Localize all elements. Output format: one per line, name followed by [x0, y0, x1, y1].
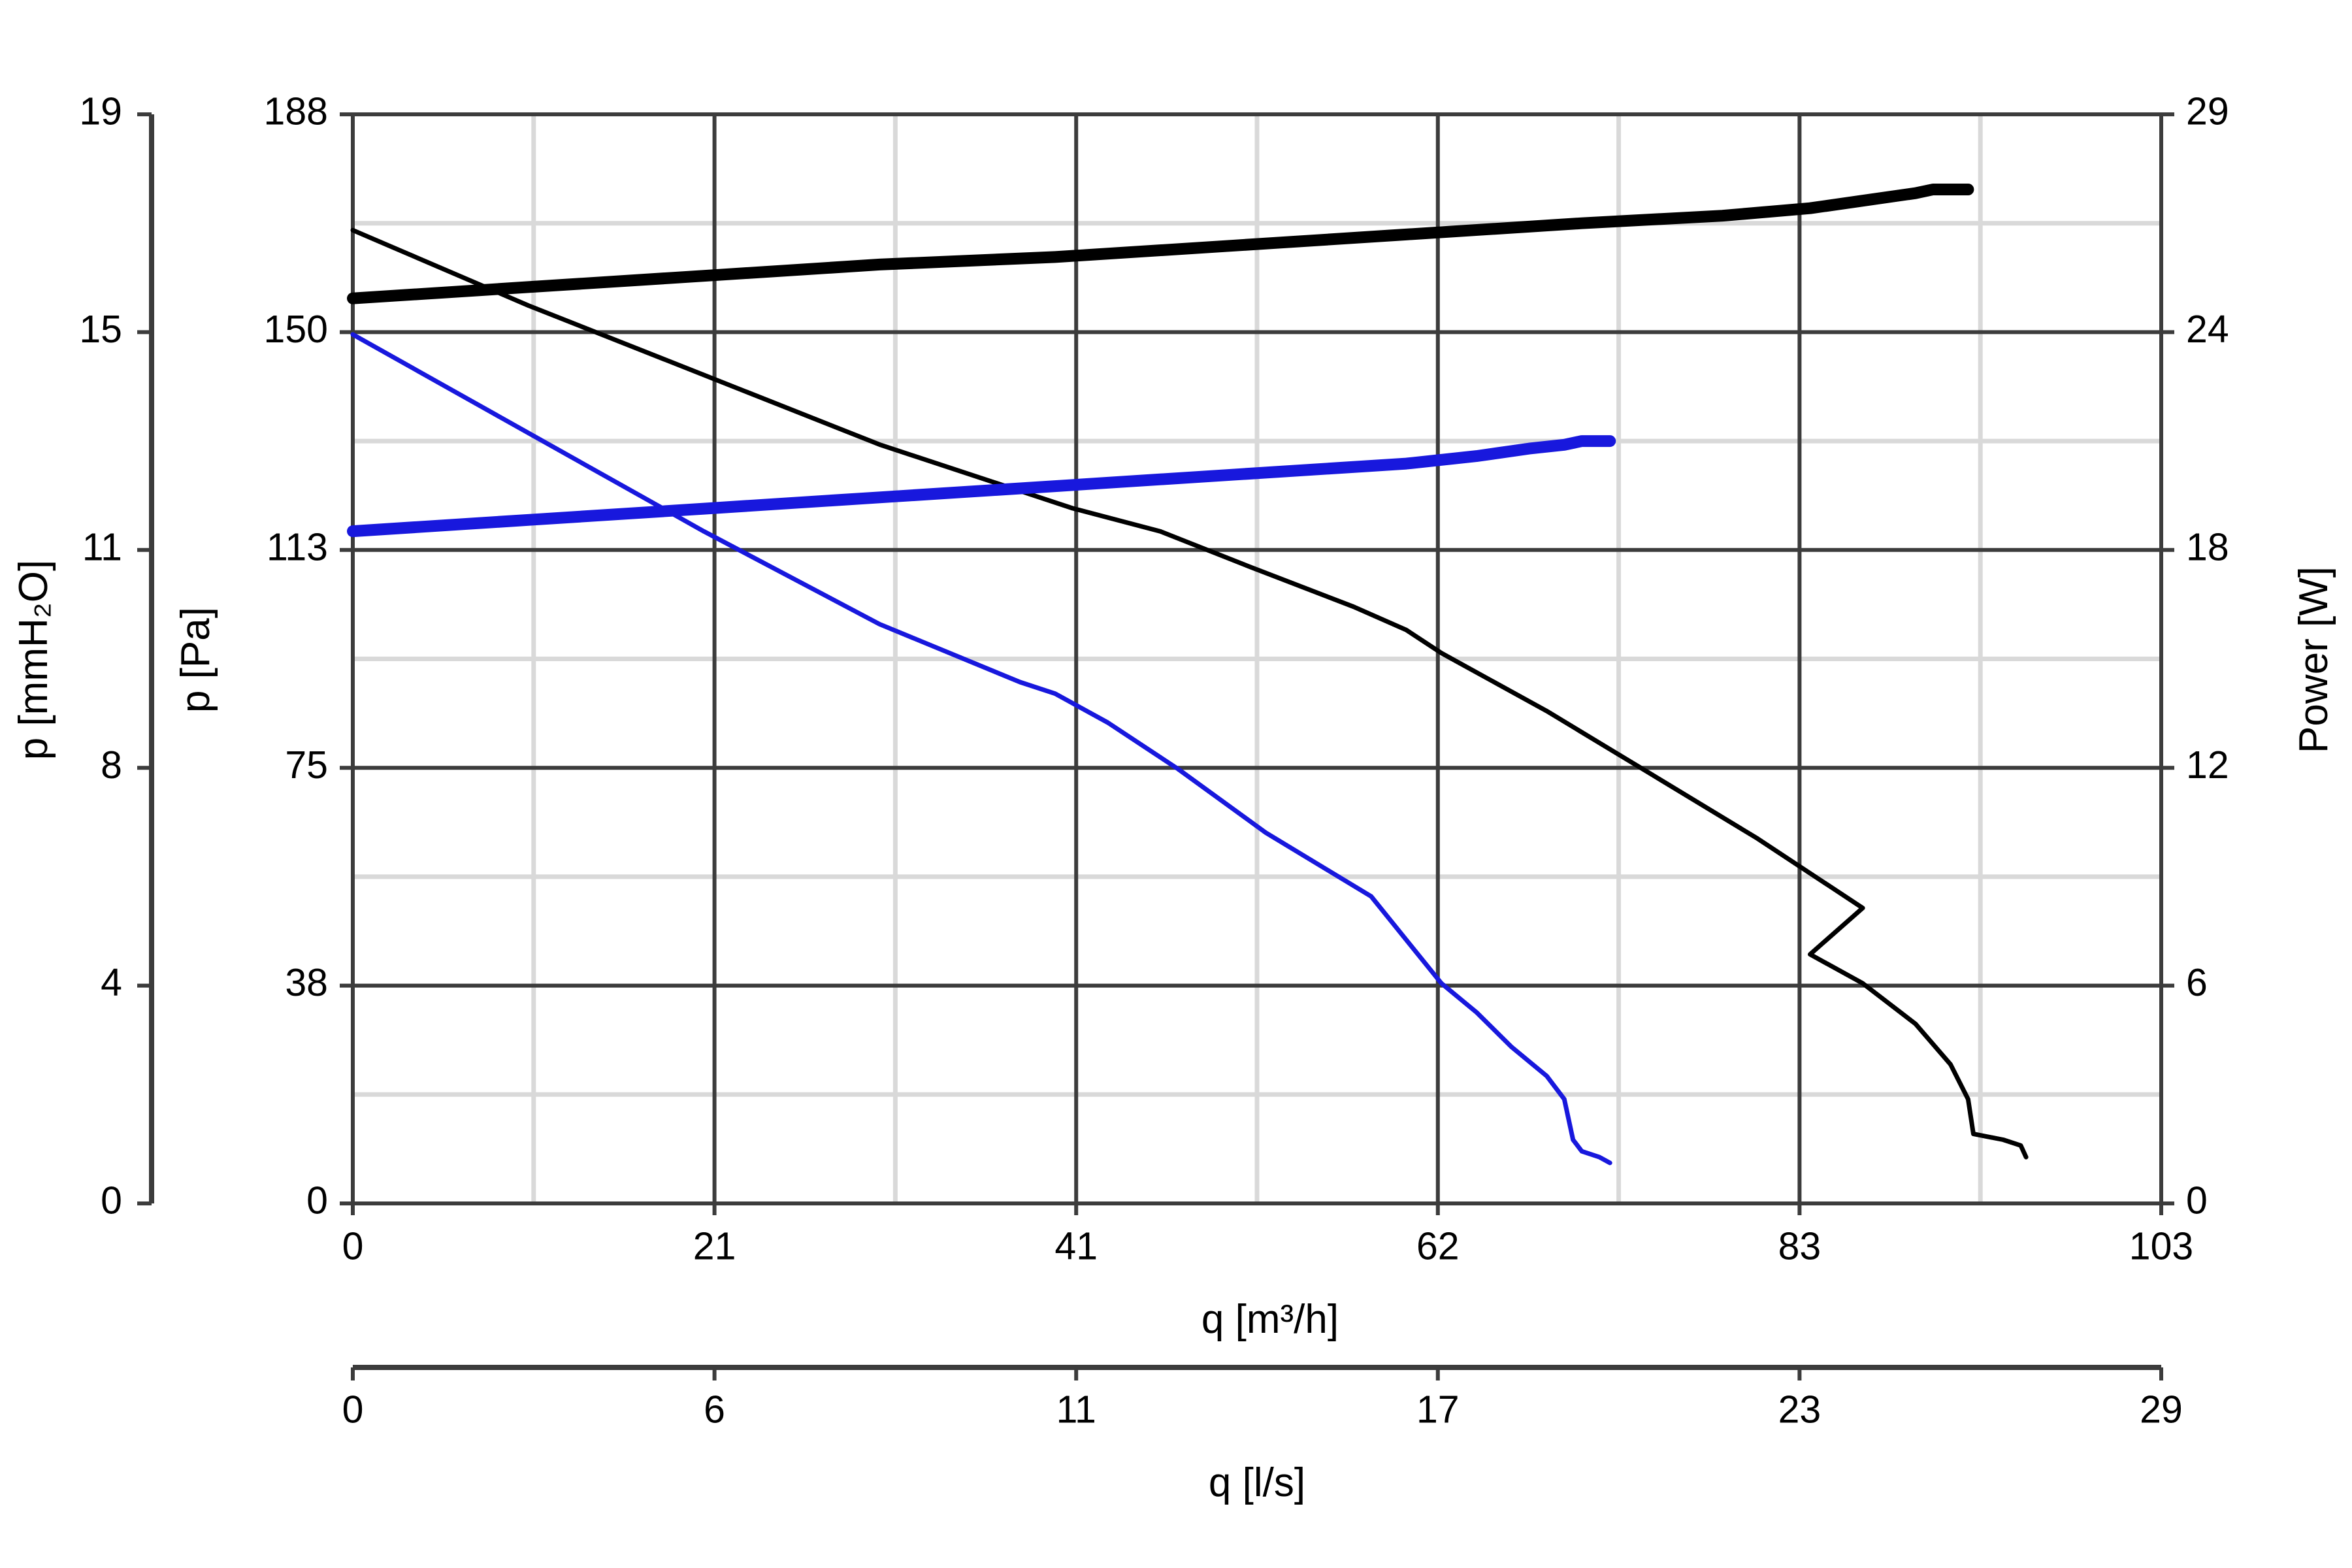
- y-left-tick-label: 188: [264, 90, 328, 133]
- y-left-outer-tick-label: 4: [101, 961, 122, 1004]
- minor-gridlines: [353, 114, 2161, 1203]
- y-left-tick-label: 113: [267, 525, 328, 568]
- y-right-tick-label: 12: [2186, 743, 2229, 787]
- y-right-tick-label: 0: [2186, 1179, 2208, 1222]
- pressure-curve-1: [350, 227, 2029, 1160]
- y-right-tick-label: 24: [2186, 308, 2229, 351]
- data-series: [347, 184, 2029, 1166]
- x-tick-label: 41: [1054, 1225, 1098, 1268]
- axes: [137, 112, 2174, 1380]
- x-secondary-tick-label: 11: [1056, 1388, 1096, 1431]
- y-left-outer-tick-label: 11: [82, 525, 122, 568]
- y-left-outer-tick-label: 15: [79, 308, 122, 351]
- x-tick-label: 62: [1416, 1225, 1460, 1268]
- y-left-outer-tick-label: 19: [79, 90, 122, 133]
- pressure-curve-2: [350, 332, 1612, 1166]
- x-secondary-tick-label: 0: [342, 1388, 364, 1431]
- x-tick-label: 21: [693, 1225, 736, 1268]
- y-axis-label-right: Power [W]: [2291, 566, 2336, 753]
- y-left-outer-tick-label: 0: [101, 1179, 122, 1222]
- y-left-outer-tick-label: 8: [101, 743, 122, 787]
- x-secondary-tick-label: 6: [704, 1388, 725, 1431]
- y-left-tick-label: 38: [285, 961, 328, 1004]
- y-axis-label-left: p [Pa]: [173, 607, 218, 713]
- x-axis-label-primary: q [m³/h]: [1201, 1297, 1339, 1342]
- x-tick-label: 103: [2129, 1225, 2193, 1268]
- y-left-tick-label: 0: [306, 1179, 328, 1222]
- x-axis-label-secondary: q [l/s]: [1209, 1460, 1305, 1505]
- power-curve-3: [347, 184, 1974, 304]
- y-right-tick-label: 18: [2186, 525, 2229, 568]
- power-curve-4: [347, 435, 1616, 538]
- y-left-tick-label: 75: [285, 743, 328, 787]
- x-tick-label: 0: [342, 1225, 364, 1268]
- x-secondary-tick-label: 23: [1778, 1388, 1821, 1431]
- x-secondary-tick-label: 29: [2140, 1388, 2183, 1431]
- y-right-tick-label: 29: [2186, 90, 2229, 133]
- y-right-tick-label: 6: [2186, 961, 2208, 1004]
- x-secondary-tick-label: 17: [1416, 1388, 1460, 1431]
- y-axis-label-left-outer: p [mmH₂O]: [11, 560, 56, 760]
- x-tick-label: 83: [1778, 1225, 1821, 1268]
- y-left-tick-label: 150: [264, 308, 328, 351]
